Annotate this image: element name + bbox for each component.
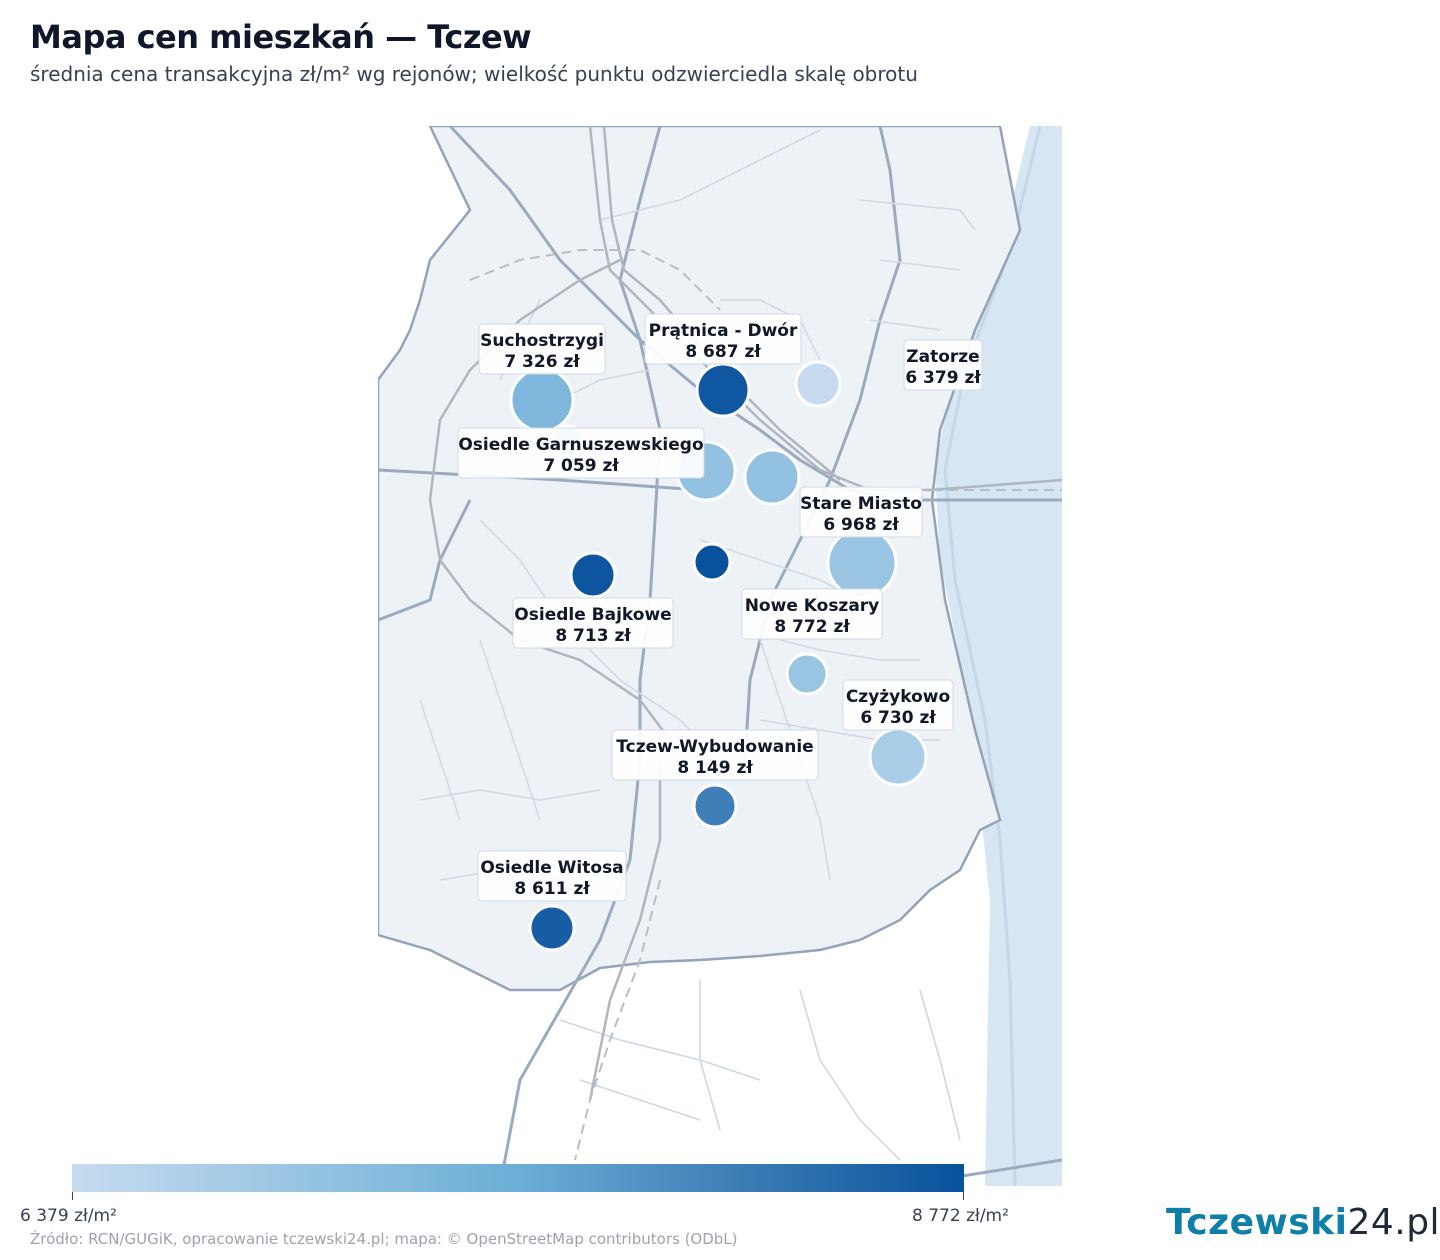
district-price: 8 713 zł <box>555 626 631 646</box>
district-point[interactable] <box>826 527 898 599</box>
district-name: Osiedle Garnuszewskiego <box>458 435 703 455</box>
district-point-extra[interactable] <box>743 448 801 506</box>
label-box <box>477 850 627 902</box>
logo-suffix: 24.pl <box>1347 1202 1440 1243</box>
district-price: 6 379 zł <box>905 368 981 388</box>
colorbar-min-tick <box>72 1192 73 1200</box>
district-name: Osiedle Witosa <box>480 858 623 878</box>
district-price: 8 772 zł <box>774 617 850 637</box>
district-name: Prątnica - Dwór <box>649 321 798 341</box>
district-name: Zatorze <box>906 347 979 367</box>
district-price: 7 326 zł <box>504 352 580 372</box>
logo-main: Tczewski <box>1166 1202 1348 1243</box>
district-price: 6 730 zł <box>860 708 936 728</box>
price-colorbar <box>72 1164 964 1192</box>
district-name: Czyżykowo <box>846 687 950 707</box>
district-price: 6 968 zł <box>823 515 899 535</box>
page-subtitle: średnia cena transakcyjna zł/m² wg rejon… <box>30 62 918 86</box>
district-price: 8 687 zł <box>685 342 761 362</box>
district-point[interactable] <box>794 360 842 408</box>
colorbar-max-tick <box>963 1192 964 1200</box>
district-point[interactable] <box>569 551 617 599</box>
tczewski24-logo[interactable]: Tczewski24.pl <box>1166 1202 1440 1243</box>
district-point[interactable] <box>528 904 576 952</box>
label-box <box>903 339 983 391</box>
label-box <box>799 486 923 538</box>
district-price: 8 611 zł <box>514 879 590 899</box>
label-box <box>842 679 954 731</box>
basemap <box>378 126 1062 1186</box>
label-box <box>611 729 819 781</box>
district-point[interactable] <box>509 367 575 433</box>
district-name: Stare Miasto <box>800 494 922 514</box>
district-price: 8 149 zł <box>677 758 753 778</box>
district-name: Osiedle Bajkowe <box>514 605 671 625</box>
source-note: Źródło: RCN/GUGiK, opracowanie tczewski2… <box>30 1230 738 1248</box>
district-point-extra[interactable] <box>785 652 829 696</box>
district-name: Nowe Koszary <box>745 596 880 616</box>
district-point[interactable] <box>868 727 928 787</box>
district-name: Suchostrzygi <box>480 331 604 351</box>
colorbar-min-label: 6 379 zł/m² <box>20 1206 117 1226</box>
colorbar-max-label: 8 772 zł/m² <box>912 1206 1009 1226</box>
vistula-river <box>935 126 1062 1186</box>
district-point[interactable] <box>695 362 751 418</box>
label-box <box>512 597 674 649</box>
district-point[interactable] <box>692 783 738 829</box>
label-box <box>741 588 883 640</box>
district-name: Tczew-Wybudowanie <box>616 737 813 757</box>
label-box <box>644 313 802 365</box>
label-box <box>478 323 606 375</box>
district-price: 7 059 zł <box>543 456 619 476</box>
page-title: Mapa cen mieszkań — Tczew <box>30 18 532 56</box>
label-box <box>457 427 705 479</box>
district-point[interactable] <box>692 542 732 582</box>
